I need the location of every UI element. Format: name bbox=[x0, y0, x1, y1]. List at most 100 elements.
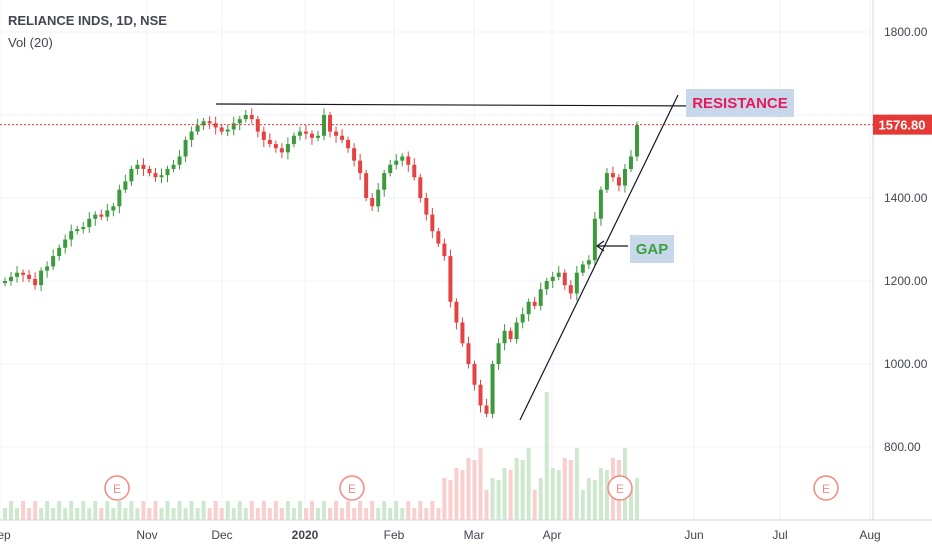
candle-body bbox=[418, 177, 423, 198]
current-price-tag bbox=[873, 114, 932, 135]
candle-body bbox=[556, 272, 561, 277]
volume-bar bbox=[147, 508, 152, 520]
volume-bar bbox=[436, 508, 441, 520]
candle-body bbox=[75, 229, 80, 232]
candle-body bbox=[490, 364, 495, 414]
candle-body bbox=[15, 272, 20, 277]
candle-body bbox=[27, 274, 32, 279]
candle-body bbox=[159, 175, 164, 178]
time-tick-label: Sep bbox=[0, 528, 11, 542]
volume-bar bbox=[315, 508, 320, 520]
earnings-marker-label: E bbox=[822, 482, 830, 496]
volume-bar bbox=[153, 501, 158, 520]
price-tick-label: 800.00 bbox=[884, 440, 921, 454]
candle-body bbox=[628, 156, 633, 169]
volume-bar bbox=[400, 508, 405, 520]
volume-bar bbox=[580, 490, 585, 520]
volume-bar bbox=[51, 508, 56, 520]
volume-bar bbox=[322, 501, 327, 520]
trendline bbox=[519, 94, 679, 421]
candle-body bbox=[580, 264, 585, 273]
candle-body bbox=[123, 181, 128, 190]
candle-body bbox=[508, 330, 513, 340]
candle-body bbox=[358, 160, 363, 174]
candle-body bbox=[364, 173, 369, 198]
volume-bar bbox=[3, 508, 7, 520]
volume-bar bbox=[562, 458, 567, 520]
candle-body bbox=[610, 173, 615, 178]
volume-bar bbox=[586, 478, 591, 520]
volume-bar bbox=[418, 501, 423, 520]
earnings-marker-label: E bbox=[348, 482, 356, 496]
volume-bar bbox=[424, 508, 429, 520]
volume-bar bbox=[291, 508, 296, 520]
candle-body bbox=[99, 214, 104, 217]
symbol-title: RELIANCE INDS, 1D, NSE bbox=[8, 13, 167, 28]
resistance-label: RESISTANCE bbox=[692, 95, 788, 112]
candle-body bbox=[472, 364, 477, 385]
candle-body bbox=[635, 124, 639, 157]
candle-body bbox=[177, 156, 182, 165]
time-tick-label: Mar bbox=[464, 528, 485, 542]
candle-body bbox=[3, 281, 7, 284]
candle-body bbox=[87, 218, 92, 228]
candle-body bbox=[147, 168, 152, 174]
earnings-marker-jul bbox=[813, 475, 839, 501]
volume-bar bbox=[376, 508, 381, 520]
candle-body bbox=[129, 168, 134, 182]
candle-body bbox=[616, 177, 621, 186]
volume-bar bbox=[177, 501, 182, 520]
candle-body bbox=[586, 260, 591, 265]
candle-body bbox=[279, 148, 284, 153]
candle-body bbox=[267, 139, 272, 145]
volume-bar bbox=[231, 508, 236, 520]
volume-bar bbox=[454, 468, 459, 520]
candle-body bbox=[370, 198, 375, 207]
volume-bar bbox=[496, 480, 501, 520]
candle-body bbox=[550, 276, 555, 281]
candle-body bbox=[81, 227, 86, 230]
volume-bar bbox=[57, 501, 62, 520]
volume-bar bbox=[334, 501, 339, 520]
volume-bar bbox=[27, 508, 32, 520]
candle-body bbox=[568, 285, 573, 294]
candle-body bbox=[496, 343, 501, 364]
volume-bar bbox=[75, 508, 80, 520]
volume-bar bbox=[628, 490, 633, 520]
volume-bar bbox=[81, 501, 86, 520]
volume-bar bbox=[472, 460, 477, 520]
resistance-line bbox=[215, 103, 709, 107]
volume-bar bbox=[556, 470, 561, 520]
candle-body bbox=[466, 343, 471, 364]
time-tick-label: 2020 bbox=[292, 528, 319, 542]
volume-bar bbox=[297, 501, 302, 520]
time-tick-label: Jul bbox=[772, 528, 787, 542]
candle-body bbox=[171, 164, 176, 169]
volume-bar bbox=[99, 508, 104, 520]
volume-bar bbox=[135, 508, 140, 520]
volume-bar bbox=[279, 508, 284, 520]
candle-body bbox=[478, 384, 483, 406]
candle-body bbox=[352, 148, 357, 161]
volume-bar bbox=[117, 501, 122, 520]
time-tick-label: Jun bbox=[684, 528, 703, 542]
candle-body bbox=[514, 322, 519, 340]
volume-bar bbox=[213, 501, 218, 520]
volume-bar bbox=[123, 508, 128, 520]
candle-body bbox=[574, 272, 579, 294]
volume-bar bbox=[358, 501, 363, 520]
time-tick-label: Aug bbox=[859, 528, 880, 542]
current-price-value: 1576.80 bbox=[879, 118, 926, 133]
volume-bar bbox=[502, 468, 507, 520]
candle-body bbox=[21, 272, 26, 275]
earnings-marker-apr bbox=[607, 475, 633, 501]
volume-bar bbox=[285, 501, 290, 520]
volume-bar bbox=[508, 470, 513, 520]
gap-label-box bbox=[630, 235, 674, 263]
volume-bar bbox=[520, 460, 525, 520]
candle-body bbox=[225, 129, 230, 132]
candle-body bbox=[394, 160, 399, 165]
volume-bar bbox=[201, 501, 206, 520]
volume-bar bbox=[346, 501, 351, 520]
